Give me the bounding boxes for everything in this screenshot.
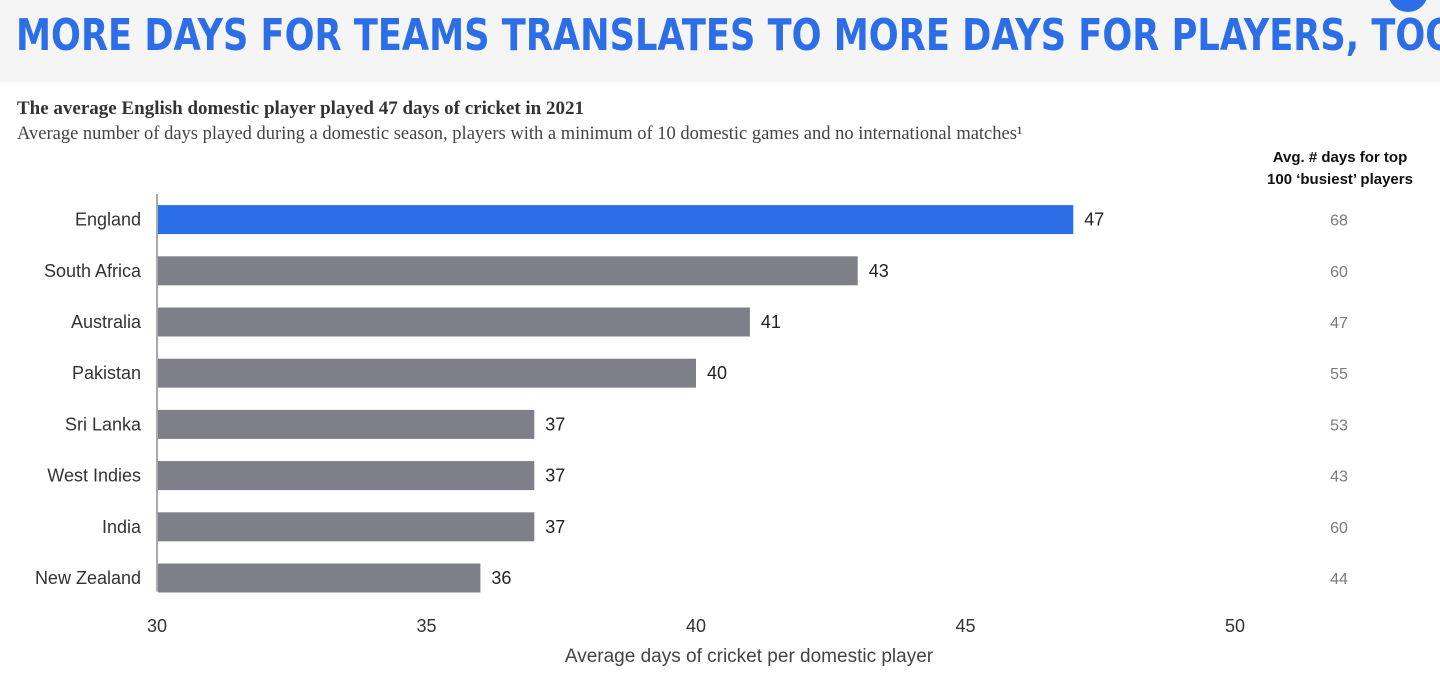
- side-column-value: 60: [1330, 520, 1348, 537]
- data-label: 37: [545, 414, 565, 434]
- data-label: 47: [1084, 210, 1104, 230]
- data-label: 36: [491, 568, 511, 588]
- data-label: 37: [545, 466, 565, 486]
- data-label: 37: [545, 517, 565, 537]
- side-column-value: 55: [1330, 366, 1348, 383]
- side-column-value: 60: [1330, 264, 1348, 281]
- chart-subtitle: Average number of days played during a d…: [17, 124, 1023, 144]
- data-label: 41: [761, 312, 781, 332]
- bar: [158, 563, 481, 593]
- bar: [158, 358, 696, 388]
- side-column-header-line2: 100 ‘busiest’ players: [1267, 171, 1413, 188]
- side-column-value: 68: [1330, 213, 1348, 230]
- category-label: Pakistan: [72, 363, 141, 383]
- x-tick-label: 35: [416, 616, 436, 636]
- category-label: West Indies: [47, 466, 141, 486]
- category-label: New Zealand: [35, 568, 141, 588]
- bar: [158, 409, 535, 439]
- category-label: Sri Lanka: [65, 414, 142, 434]
- side-column-header: Avg. # days for top 100 ‘busiest’ player…: [1240, 147, 1440, 191]
- side-column-value: 43: [1330, 469, 1348, 486]
- side-column-value: 53: [1330, 417, 1348, 434]
- bar: [158, 461, 535, 491]
- bar: [158, 205, 1074, 235]
- x-tick-label: 40: [686, 616, 706, 636]
- header-banner: [0, 0, 1440, 82]
- bar: [158, 256, 858, 286]
- side-column-value: 44: [1330, 571, 1348, 588]
- bar: [158, 512, 535, 542]
- x-tick-label: 30: [147, 616, 167, 636]
- data-label: 40: [707, 363, 727, 383]
- headline: MORE DAYS FOR TEAMS TRANSLATES TO MORE D…: [16, 10, 1440, 61]
- category-label: South Africa: [44, 261, 142, 281]
- bar: [158, 307, 750, 337]
- category-label: India: [102, 517, 142, 537]
- x-tick-label: 45: [955, 616, 975, 636]
- category-label: England: [75, 210, 141, 230]
- chart-title: The average English domestic player play…: [17, 98, 584, 119]
- side-column-header-line1: Avg. # days for top: [1272, 149, 1408, 166]
- category-label: Australia: [71, 312, 142, 332]
- side-column-value: 47: [1330, 315, 1348, 332]
- x-axis-label: Average days of cricket per domestic pla…: [565, 646, 934, 667]
- data-label: 43: [869, 261, 889, 281]
- x-tick-label: 50: [1225, 616, 1245, 636]
- corner-circle-icon: [1388, 0, 1428, 12]
